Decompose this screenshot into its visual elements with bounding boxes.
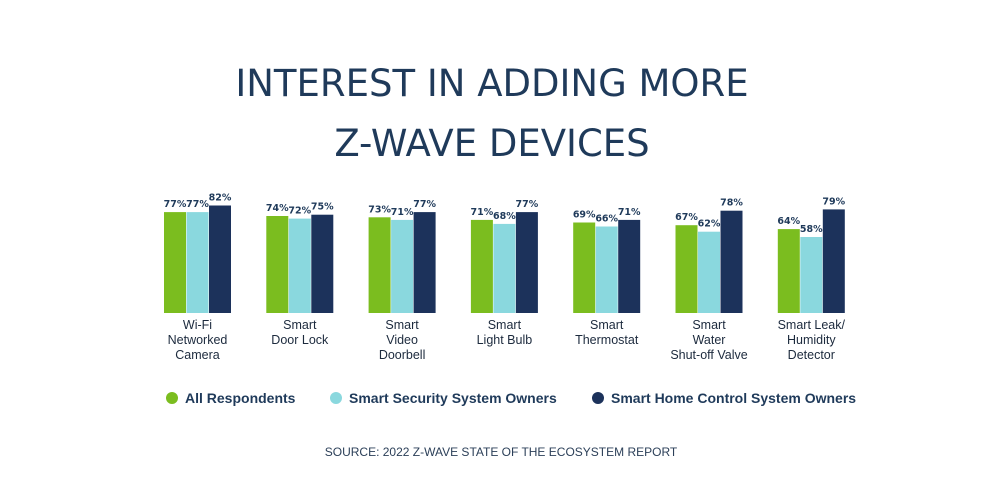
value-label-1-series-1: 77%: [164, 199, 187, 210]
value-label-7-series-1: 64%: [777, 216, 800, 227]
bar-1-series-2: [186, 212, 209, 313]
bar-1-series-3: [209, 205, 231, 313]
bar-4-series-3: [515, 212, 538, 313]
value-label-1-series-2: 77%: [186, 199, 209, 210]
category-label-7: Smart Leak/Humidity Detector: [778, 318, 846, 362]
value-label-3-series-1: 73%: [368, 204, 391, 215]
legend-label-series-1: All Respondents: [185, 390, 296, 406]
bar-3-series-3: [413, 212, 436, 313]
bar-2-series-1: [266, 216, 289, 313]
bar-3-series-2: [391, 219, 414, 313]
value-label-6-series-1: 67%: [675, 212, 698, 223]
legend-label-series-2: Smart Security System Owners: [349, 390, 557, 406]
source-note: SOURCE: 2022 Z-WAVE STATE OF THE ECOSYST…: [325, 445, 678, 459]
category-label-6-line-1: Smart: [692, 318, 726, 332]
value-label-3-series-2: 71%: [391, 207, 414, 218]
category-label-5-line-2: Thermostat: [575, 333, 639, 347]
bar-7-series-3: [822, 209, 845, 313]
category-label-7-line-3: Detector: [788, 348, 835, 362]
bar-2-series-3: [311, 214, 334, 313]
legend-marker-series-1: [166, 392, 178, 404]
category-label-1-line-3: Camera: [175, 348, 220, 362]
category-label-5: Smart Thermostat: [575, 318, 639, 347]
category-label-3-line-3: Doorbell: [379, 348, 426, 362]
category-label-4-line-1: Smart: [488, 318, 522, 332]
category-label-4: Smart Light Bulb: [477, 318, 533, 347]
value-label-7-series-3: 79%: [822, 196, 845, 207]
chart-title-line-2: Z-WAVE DEVICES: [334, 122, 649, 165]
chart-title-line-1: INTEREST IN ADDING MORE: [235, 62, 748, 105]
bars-layer: [164, 205, 845, 313]
category-label-2: Smart Door Lock: [271, 318, 329, 347]
category-label-7-line-1: Smart Leak/: [778, 318, 846, 332]
value-label-4-series-3: 77%: [516, 199, 539, 210]
category-label-3-line-1: Smart: [385, 318, 419, 332]
value-label-5-series-1: 69%: [573, 210, 596, 221]
category-label-2-line-2: Door Lock: [271, 333, 329, 347]
category-label-6-line-2: Water: [693, 333, 726, 347]
value-label-5-series-3: 71%: [618, 207, 641, 218]
category-label-1: Wi-Fi Networked Camera: [168, 318, 228, 362]
value-label-1-series-3: 82%: [209, 193, 232, 204]
category-label-7-line-2: Humidity: [787, 333, 836, 347]
bar-7-series-1: [777, 229, 800, 313]
bar-4-series-1: [470, 219, 493, 313]
bar-7-series-2: [800, 237, 823, 313]
bar-5-series-2: [595, 226, 618, 313]
category-label-6: Smart Water Shut-off Valve: [670, 318, 747, 362]
bar-5-series-1: [573, 222, 596, 313]
value-label-2-series-3: 75%: [311, 202, 334, 213]
value-label-5-series-2: 66%: [595, 214, 618, 225]
bar-3-series-1: [368, 217, 391, 313]
bar-1-series-1: [164, 212, 186, 313]
bar-5-series-3: [618, 219, 641, 313]
bar-6-series-2: [698, 231, 720, 313]
legend-label-series-3: Smart Home Control System Owners: [611, 390, 856, 406]
category-label-2-line-1: Smart: [283, 318, 317, 332]
bar-4-series-2: [493, 223, 516, 313]
category-label-3: Smart Video Doorbell: [379, 318, 426, 362]
legend-marker-series-3: [592, 392, 604, 404]
category-label-3-line-2: Video: [386, 333, 418, 347]
value-label-6-series-3: 78%: [720, 198, 743, 209]
category-label-1-line-1: Wi-Fi: [183, 318, 212, 332]
value-label-2-series-2: 72%: [288, 206, 311, 217]
legend-marker-series-2: [330, 392, 342, 404]
value-label-6-series-2: 62%: [698, 219, 721, 230]
value-label-7-series-2: 58%: [800, 224, 823, 235]
bar-2-series-2: [288, 218, 311, 313]
value-label-2-series-1: 74%: [266, 203, 289, 214]
value-label-4-series-1: 71%: [471, 207, 494, 218]
legend: All Respondents Smart Security System Own…: [166, 390, 856, 406]
value-label-3-series-3: 77%: [413, 199, 436, 210]
category-label-4-line-2: Light Bulb: [477, 333, 533, 347]
value-label-4-series-2: 68%: [493, 211, 516, 222]
value-labels-layer: 77% 77%82%74% 72% 75% 73% 71%77%71% 68%77%69% 6…: [164, 193, 846, 236]
bar-6-series-3: [720, 210, 743, 313]
category-label-5-line-1: Smart: [590, 318, 624, 332]
category-label-6-line-3: Shut-off Valve: [670, 348, 747, 362]
bar-6-series-1: [675, 225, 698, 313]
category-label-1-line-2: Networked: [168, 333, 228, 347]
